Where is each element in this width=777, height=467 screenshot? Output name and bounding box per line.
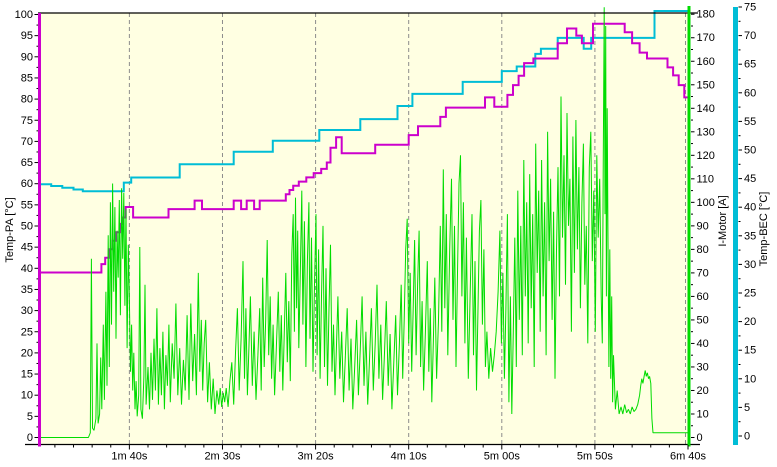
i-motor-axis-tick-label: 0: [697, 432, 703, 444]
temp-pa-series: [40, 22, 688, 274]
left-axis-tick-label: 60: [21, 178, 33, 190]
i-motor-axis-tick-label: 150: [697, 79, 715, 91]
left-axis-tick-label: 45: [21, 242, 33, 254]
temp-bec-axis-tick-label: 50: [744, 145, 756, 157]
left-axis-tick-label: 65: [21, 157, 33, 169]
left-axis-tick-label: 25: [21, 326, 33, 338]
temp-bec-axis-tick-label: 20: [744, 316, 756, 328]
i-motor-axis-title: I-Motor [A]: [717, 195, 729, 246]
temp-bec-axis-tick-label: 5: [744, 402, 750, 414]
temp-bec-axis-tick-label: 70: [744, 30, 756, 42]
i-motor-axis-tick-label: 170: [697, 32, 715, 44]
x-axis-tick-label: 5m 00s: [484, 451, 521, 463]
left-axis-tick-label: 35: [21, 284, 33, 296]
x-axis-tick-label: 1m 40s: [111, 451, 148, 463]
i-motor-axis-tick-label: 30: [697, 361, 709, 373]
left-axis-tick-label: 0: [27, 432, 33, 444]
i-motor-axis-tick-label: 140: [697, 103, 715, 115]
temp-bec-axis-tick-label: 10: [744, 373, 756, 385]
temp-bec-axis-tick-label: 75: [744, 2, 756, 14]
i-motor-axis-tick-label: 90: [697, 220, 709, 232]
i-motor-axis-tick-label: 100: [697, 197, 715, 209]
temp-bec-axis-tick-label: 65: [744, 59, 756, 71]
i-motor-axis-tick-label: 50: [697, 314, 709, 326]
x-axis-tick-label: 5m 50s: [577, 451, 614, 463]
left-axis-tick-label: 90: [21, 51, 33, 63]
temp-bec-axis-tick-label: 35: [744, 230, 756, 242]
temp-bec-axis-tick-label: 60: [744, 87, 756, 99]
temp-bec-axis-tick-label: 0: [744, 431, 750, 443]
left-axis-tick-label: 100: [15, 9, 33, 21]
left-axis-tick-label: 85: [21, 72, 33, 84]
left-axis-tick-label: 55: [21, 199, 33, 211]
x-axis-tick-label: 2m 30s: [204, 451, 241, 463]
left-axis-tick-label: 20: [21, 347, 33, 359]
temp-bec-axis-tick-label: 55: [744, 116, 756, 128]
i-motor-axis-tick-label: 40: [697, 338, 709, 350]
i-motor-axis-tick-label: 180: [697, 9, 715, 21]
i-motor-axis-tick-label: 20: [697, 385, 709, 397]
temp-bec-axis-title: Temp-BEC [°C]: [758, 192, 770, 267]
i-motor-axis-tick-label: 80: [697, 244, 709, 256]
temp-bec-axis-tick-label: 30: [744, 259, 756, 271]
left-axis-tick-label: 5: [27, 411, 33, 423]
x-axis-tick-label: 4m 10s: [391, 451, 428, 463]
i-motor-axis-tick-label: 110: [697, 173, 715, 185]
left-axis-tick-label: 10: [21, 390, 33, 402]
temp-bec-axis-tick-label: 45: [744, 173, 756, 185]
left-axis-title: Temp-PA [°C]: [4, 197, 16, 262]
left-axis-tick-label: 15: [21, 369, 33, 381]
i-motor-axis-tick-label: 70: [697, 267, 709, 279]
i-motor-axis-tick-label: 160: [697, 56, 715, 68]
i-motor-axis-tick-label: 60: [697, 291, 709, 303]
i-motor-axis-tick-label: 10: [697, 408, 709, 420]
temp-bec-axis-tick-label: 25: [744, 288, 756, 300]
left-axis-tick-label: 95: [21, 30, 33, 42]
i-motor-axis-tick-label: 120: [697, 150, 715, 162]
temp-bec-axis-tick-label: 40: [744, 202, 756, 214]
left-axis-tick-label: 80: [21, 94, 33, 106]
left-axis-tick-label: 40: [21, 263, 33, 275]
temp-bec-axis-tick-label: 15: [744, 345, 756, 357]
left-axis-tick-label: 50: [21, 221, 33, 233]
x-axis-tick-label: 3m 20s: [298, 451, 335, 463]
i-motor-series: [40, 7, 688, 438]
left-axis-tick-label: 70: [21, 136, 33, 148]
i-motor-axis-tick-label: 130: [697, 126, 715, 138]
left-axis-tick-label: 30: [21, 305, 33, 317]
x-axis-tick-label: 6m 40s: [670, 451, 707, 463]
left-axis-tick-label: 75: [21, 115, 33, 127]
